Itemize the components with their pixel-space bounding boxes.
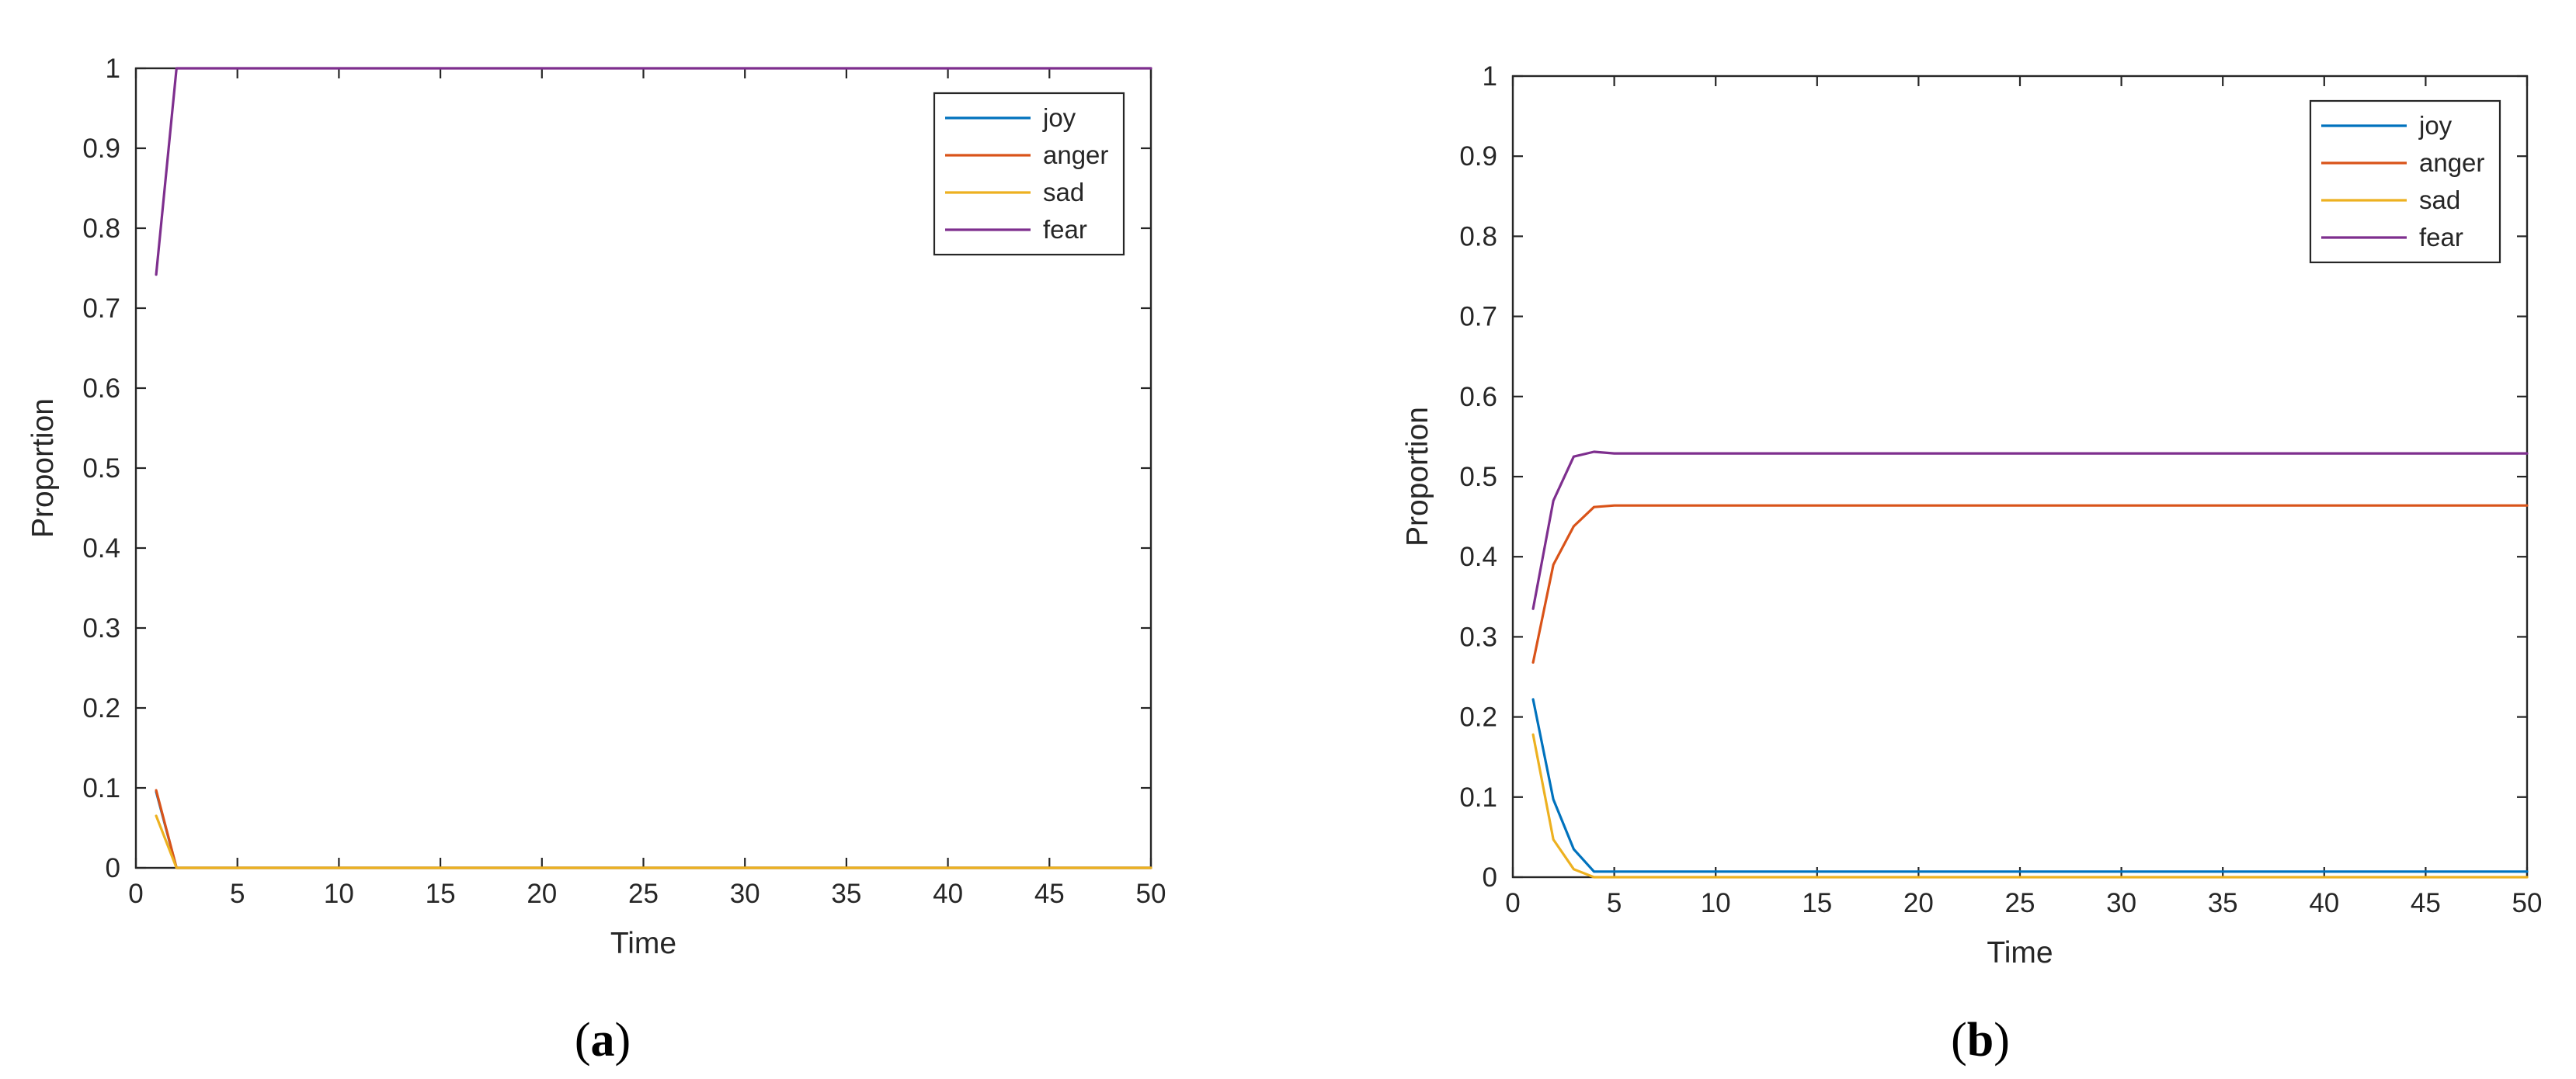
series-line-sad xyxy=(155,814,1152,869)
y-tick-label: 0.6 xyxy=(1459,382,1497,412)
x-tick-label: 25 xyxy=(628,879,659,909)
x-tick-label: 25 xyxy=(2005,888,2035,918)
x-tick-label: 50 xyxy=(2512,888,2543,918)
y-tick-label: 0.9 xyxy=(1459,141,1497,172)
x-axis-label: Time xyxy=(1987,936,2053,970)
y-tick-label: 0.5 xyxy=(1459,462,1497,492)
y-tick-label: 1 xyxy=(1483,61,1497,92)
x-tick-label: 0 xyxy=(128,879,143,909)
series-line-anger xyxy=(1531,504,2529,664)
legend-box xyxy=(2309,99,2501,264)
y-tick-label: 0.7 xyxy=(82,293,120,324)
legend-label-anger: anger xyxy=(2419,148,2484,177)
y-tick-label: 0.6 xyxy=(82,373,120,404)
y-tick-label: 0.8 xyxy=(1459,221,1497,252)
legend-label-anger: anger xyxy=(1043,141,1108,169)
panel-label: (b) xyxy=(1951,1014,2010,1067)
x-tick-label: 45 xyxy=(2411,888,2441,918)
y-tick-label: 0.3 xyxy=(82,613,120,644)
x-tick-label: 45 xyxy=(1034,879,1065,909)
y-tick-label: 0.1 xyxy=(82,773,120,803)
series-line-fear xyxy=(1531,450,2529,610)
y-tick-label: 0.4 xyxy=(82,533,120,564)
y-tick-label: 0.5 xyxy=(82,453,120,484)
x-tick-label: 0 xyxy=(1505,888,1520,918)
y-axis-label: Proportion xyxy=(26,398,60,538)
legend-label-fear: fear xyxy=(2419,223,2463,252)
legend-box xyxy=(933,92,1125,256)
y-tick-label: 0.3 xyxy=(1459,622,1497,652)
chart-panel-b: 0 5 10 15 20 25 30 35 40 45 50 0 0.1 0.2 0.3 0.4 0.5 0.6 0… xyxy=(1401,61,2542,1067)
x-tick-label: 15 xyxy=(1802,888,1832,918)
legend: joy anger sad fear xyxy=(933,92,1125,256)
x-axis-label: Time xyxy=(610,927,676,960)
legend: joy anger sad fear xyxy=(2309,99,2501,264)
x-tick-label: 35 xyxy=(831,879,861,909)
legend-label-joy: joy xyxy=(2418,111,2453,140)
x-tick-label: 30 xyxy=(2106,888,2136,918)
y-tick-label: 0.9 xyxy=(82,134,120,164)
y-tick-label: 0.1 xyxy=(1459,782,1497,813)
y-tick-label: 1 xyxy=(106,54,120,84)
y-tick-label: 0.4 xyxy=(1459,542,1497,572)
legend-label-sad: sad xyxy=(2419,186,2460,214)
x-tick-label: 30 xyxy=(730,879,760,909)
y-tick-label: 0.7 xyxy=(1459,302,1497,332)
x-tick-label: 15 xyxy=(426,879,456,909)
y-axis-label: Proportion xyxy=(1401,407,1434,546)
x-tick-label: 20 xyxy=(527,879,557,909)
y-tick-label: 0 xyxy=(1483,862,1497,893)
legend-label-sad: sad xyxy=(1043,178,1084,206)
series-line-sad xyxy=(1531,733,2529,879)
legend-label-joy: joy xyxy=(1042,103,1076,132)
legend-label-fear: fear xyxy=(1043,215,1087,244)
y-tick-label: 0.2 xyxy=(1459,703,1497,733)
series-line-fear xyxy=(155,67,1152,276)
y-tick-label: 0.8 xyxy=(82,213,120,244)
x-tick-label: 40 xyxy=(933,879,963,909)
x-tick-label: 10 xyxy=(1701,888,1731,918)
panel-label: (a) xyxy=(575,1014,631,1067)
x-tick-label: 50 xyxy=(1136,879,1166,909)
y-tick-label: 0 xyxy=(106,853,120,883)
x-tick-label: 20 xyxy=(1903,888,1934,918)
chart-panel-a: 0 5 10 15 20 25 30 35 40 45 50 0 0.1 0.2 0.3 0.4 0.5 0.6 0… xyxy=(26,54,1166,1067)
y-tick-label: 0.2 xyxy=(82,693,120,723)
x-tick-label: 35 xyxy=(2208,888,2238,918)
x-tick-label: 40 xyxy=(2309,888,2339,918)
x-tick-label: 5 xyxy=(230,879,245,909)
x-tick-label: 5 xyxy=(1607,888,1622,918)
series-line-joy xyxy=(1531,698,2529,873)
x-tick-label: 10 xyxy=(324,879,354,909)
